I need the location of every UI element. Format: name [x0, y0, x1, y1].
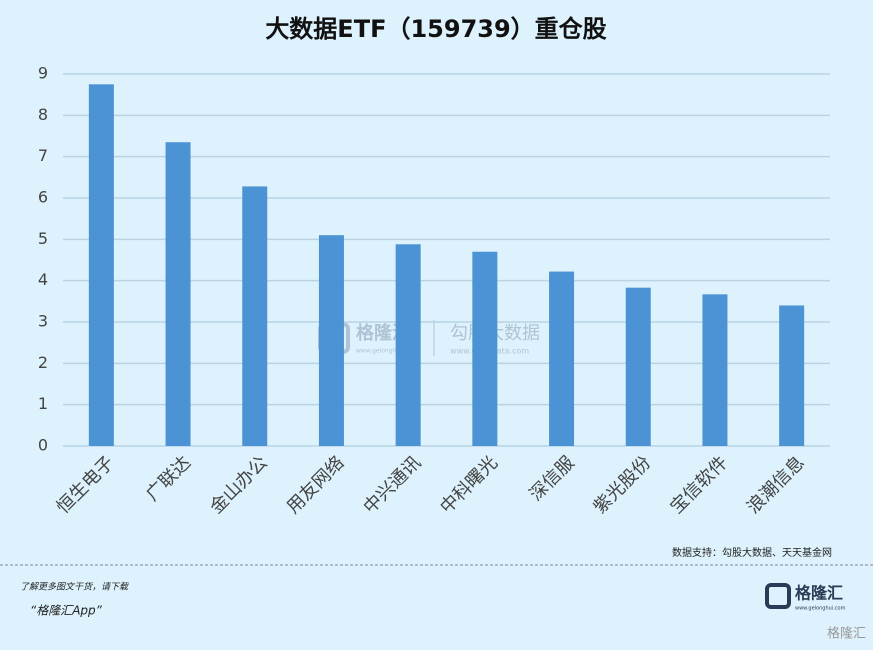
- bar: [779, 305, 805, 446]
- bar: [395, 244, 421, 446]
- chart-title: 大数据ETF（159739）重仓股: [265, 15, 606, 43]
- footer-logo-mark: [765, 583, 791, 609]
- y-tick-label: 3: [38, 312, 48, 331]
- bar: [165, 142, 191, 446]
- bar: [472, 251, 498, 446]
- y-tick-label: 7: [38, 146, 48, 165]
- bar: [242, 186, 268, 446]
- y-tick-label: 2: [38, 353, 48, 372]
- y-tick-label: 6: [38, 188, 48, 207]
- y-tick-label: 9: [38, 64, 48, 83]
- bar: [625, 287, 651, 446]
- bar: [318, 235, 344, 446]
- corner-watermark: 格隆汇: [827, 626, 866, 642]
- bar: [88, 84, 114, 446]
- watermark-url: www.gelonghui.com: [356, 348, 417, 355]
- y-tick-label: 1: [38, 394, 48, 413]
- bar: [549, 271, 575, 446]
- footer-note: 了解更多图文干货，请下载: [20, 582, 129, 593]
- footer-app: “格隆汇App”: [30, 604, 103, 618]
- y-tick-label: 5: [38, 229, 48, 248]
- footer-logo-url: www.gelonghui.com: [795, 606, 846, 612]
- footer-logo: 格隆汇: [795, 584, 843, 603]
- source: 数据支持：勾股大数据、天天基金网: [672, 546, 832, 559]
- y-tick-label: 0: [38, 436, 48, 455]
- bar: [702, 294, 728, 446]
- y-tick-label: 4: [38, 270, 48, 289]
- y-tick-label: 8: [38, 105, 48, 124]
